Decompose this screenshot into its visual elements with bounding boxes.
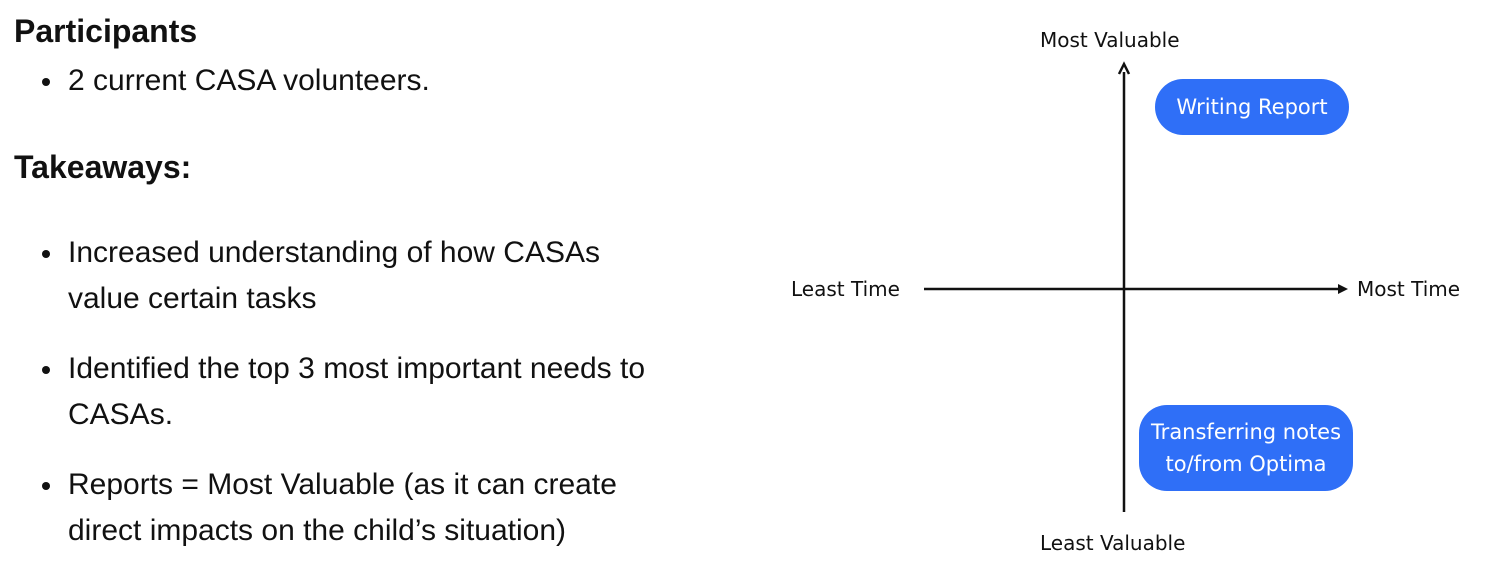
takeaway-item: Identified the top 3 most important need… <box>34 346 645 438</box>
takeaway-item: Reports = Most Valuable (as it can creat… <box>34 462 645 554</box>
vertical-axis-arrowhead <box>1117 61 1131 75</box>
quadrant-item-writing-report: Writing Report <box>1155 79 1349 135</box>
takeaway-text-line: CASAs. <box>68 398 174 431</box>
participants-list: 2 current CASA volunteers. <box>34 58 430 104</box>
takeaway-text-line: Reports = Most Valuable (as it can creat… <box>68 468 617 501</box>
horizontal-axis-arrowhead <box>1338 284 1348 294</box>
takeaway-text-line: direct impacts on the child’s situation) <box>68 514 567 547</box>
quadrant-item-transferring-notes: Transferring notes to/from Optima <box>1139 405 1353 491</box>
takeaways-list: Increased understanding of how CASAs val… <box>34 230 645 554</box>
takeaways-heading: Takeaways: <box>14 149 192 185</box>
matrix-axes <box>924 61 1348 512</box>
quadrant-item-label: Writing Report <box>1176 95 1328 119</box>
text-panel: Participants 2 current CASA volunteers. … <box>14 13 645 554</box>
axis-label-top: Most Valuable <box>1040 28 1180 52</box>
participants-item: 2 current CASA volunteers. <box>34 58 430 104</box>
quadrant-item-label: to/from Optima <box>1165 452 1327 476</box>
takeaway-text-line: value certain tasks <box>68 282 317 315</box>
quadrant-item-label: Transferring notes <box>1150 420 1342 444</box>
axis-label-left: Least Time <box>791 277 900 301</box>
takeaway-text-line: Increased understanding of how CASAs <box>68 236 600 269</box>
takeaway-text-line: Identified the top 3 most important need… <box>68 352 646 385</box>
axis-label-bottom: Least Valuable <box>1040 531 1186 555</box>
value-time-matrix: Most Valuable Least Valuable Least Time … <box>770 0 1488 572</box>
participants-heading: Participants <box>14 13 198 49</box>
axis-label-right: Most Time <box>1357 277 1461 301</box>
takeaway-item: Increased understanding of how CASAs val… <box>34 230 645 322</box>
